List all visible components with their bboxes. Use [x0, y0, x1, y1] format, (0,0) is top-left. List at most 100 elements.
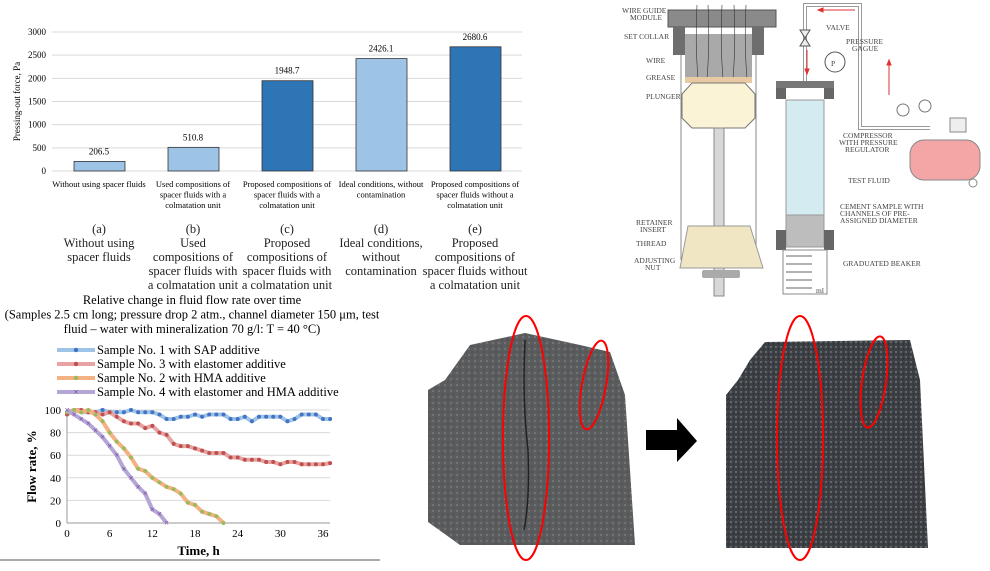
data-point: [86, 408, 91, 412]
category-label: Ideal conditions, without: [339, 179, 424, 189]
data-point: [235, 455, 240, 460]
y-tick-label: 0: [42, 166, 47, 176]
x-tick-label: 18: [190, 528, 202, 540]
data-point: [129, 408, 133, 412]
caption-line: compositions of: [152, 250, 234, 264]
data-point: ×: [64, 405, 69, 415]
data-point: [178, 491, 183, 496]
category-label: Used compositions of: [156, 179, 230, 189]
svg-text:ASSIGNED DIAMETER: ASSIGNED DIAMETER: [840, 216, 918, 225]
svg-text:PRESSURE: PRESSURE: [846, 37, 884, 46]
highlight-ellipse-large-before: [502, 315, 550, 561]
data-point: [228, 455, 233, 460]
y-tick-label: 40: [50, 473, 62, 485]
x-tick-label: 12: [147, 528, 158, 540]
caption-letter: (d): [373, 222, 389, 236]
data-point: ×: [128, 473, 133, 483]
cement-sample-photos: [428, 315, 928, 561]
svg-text:CEMENT SAMPLE WITH: CEMENT SAMPLE WITH: [840, 202, 924, 211]
legend-label: Sample No. 1 with SAP additive: [97, 343, 260, 357]
caption-letter: (e): [468, 222, 482, 236]
data-point: [193, 412, 197, 417]
data-point: ×: [93, 425, 98, 435]
retainer-insert: [679, 225, 764, 269]
svg-text:THREAD: THREAD: [636, 239, 667, 248]
regulator-gauge-1: [896, 103, 910, 117]
data-point: [214, 514, 219, 519]
svg-text:GRADUATED BEAKER: GRADUATED BEAKER: [843, 259, 921, 268]
svg-text:WITH PRESSURE: WITH PRESSURE: [839, 138, 898, 147]
y-tick-label: 3000: [28, 27, 47, 37]
data-point: [249, 419, 254, 424]
svg-text:NUT: NUT: [645, 263, 661, 272]
data-point: [157, 412, 162, 417]
cap-left: [776, 81, 786, 99]
data-point: [72, 408, 77, 412]
category-label: Proposed compositions of: [243, 179, 331, 189]
caption-line: a colmatation unit: [147, 278, 239, 292]
data-point: [285, 459, 290, 464]
data-point: [157, 430, 162, 435]
arrow-right-icon: [646, 418, 697, 462]
caption-line: compositions of: [434, 250, 516, 264]
bar: [449, 46, 502, 172]
category-label: colmatation unit: [165, 200, 221, 210]
compressor-icon: [909, 139, 981, 181]
valve-icon: [799, 29, 811, 39]
bar: [261, 80, 314, 172]
data-point: [129, 455, 133, 460]
caption-line: spacer fluids with: [148, 264, 238, 278]
data-point: [164, 484, 169, 489]
data-point: [185, 500, 190, 505]
adjusting-nut: [702, 270, 740, 278]
svg-text:WIRE GUIDE: WIRE GUIDE: [622, 6, 667, 15]
data-point: [292, 459, 297, 464]
caption-line: spacer fluids with: [242, 264, 332, 278]
legend-label: Sample No. 2 with HMA additive: [97, 371, 266, 385]
data-point: [150, 423, 155, 428]
data-point: [299, 462, 304, 467]
data-point: [207, 511, 212, 516]
y-tick-label: 100: [45, 405, 62, 417]
caption-line: spacer fluids: [67, 250, 131, 264]
svg-text:INSERT: INSERT: [640, 225, 666, 234]
category-label: spacer fluids with a: [254, 190, 321, 200]
data-point: ×: [121, 464, 126, 474]
caption-letter: (b): [185, 222, 201, 236]
data-point: [264, 459, 269, 464]
y-tick-label: 80: [50, 428, 62, 440]
data-point: [313, 462, 318, 467]
legend-marker: [73, 375, 79, 381]
data-point: [306, 462, 311, 467]
category-label: spacer fluids without a: [436, 190, 513, 200]
data-point: [257, 457, 261, 462]
data-point: [114, 439, 119, 444]
category-label: Proposed compositions of: [431, 179, 519, 189]
data-point: [221, 450, 226, 455]
bar-value-label: 2680.6: [463, 32, 488, 42]
data-point: [150, 410, 155, 415]
y-tick-label: 2000: [28, 73, 47, 83]
data-point: [328, 461, 333, 466]
data-point: [185, 414, 190, 419]
caption-line: a colmatation unit: [429, 278, 521, 292]
caption-letter: (c): [280, 222, 294, 236]
cylinder-cap: [776, 81, 834, 88]
data-point: [100, 408, 105, 412]
caption-line: Used: [180, 236, 206, 250]
bar: [355, 58, 408, 172]
data-point: [249, 457, 254, 462]
y-tick-label: 500: [33, 143, 47, 153]
legend-marker: [73, 361, 79, 367]
bar-value-label: 206.5: [89, 146, 110, 156]
data-point: [143, 426, 148, 431]
svg-text:SET COLLAR: SET COLLAR: [624, 32, 669, 41]
cap-right: [824, 81, 834, 99]
data-point: [178, 414, 183, 419]
caption-line: compositions of: [246, 250, 328, 264]
flow-arrows: [804, 7, 892, 95]
chart-title: Relative change in fluid flow rate over …: [83, 293, 302, 307]
svg-text:CHANNELS OF PRE-: CHANNELS OF PRE-: [840, 209, 910, 218]
data-point: ×: [136, 482, 141, 492]
series-line-4: [65, 408, 169, 525]
